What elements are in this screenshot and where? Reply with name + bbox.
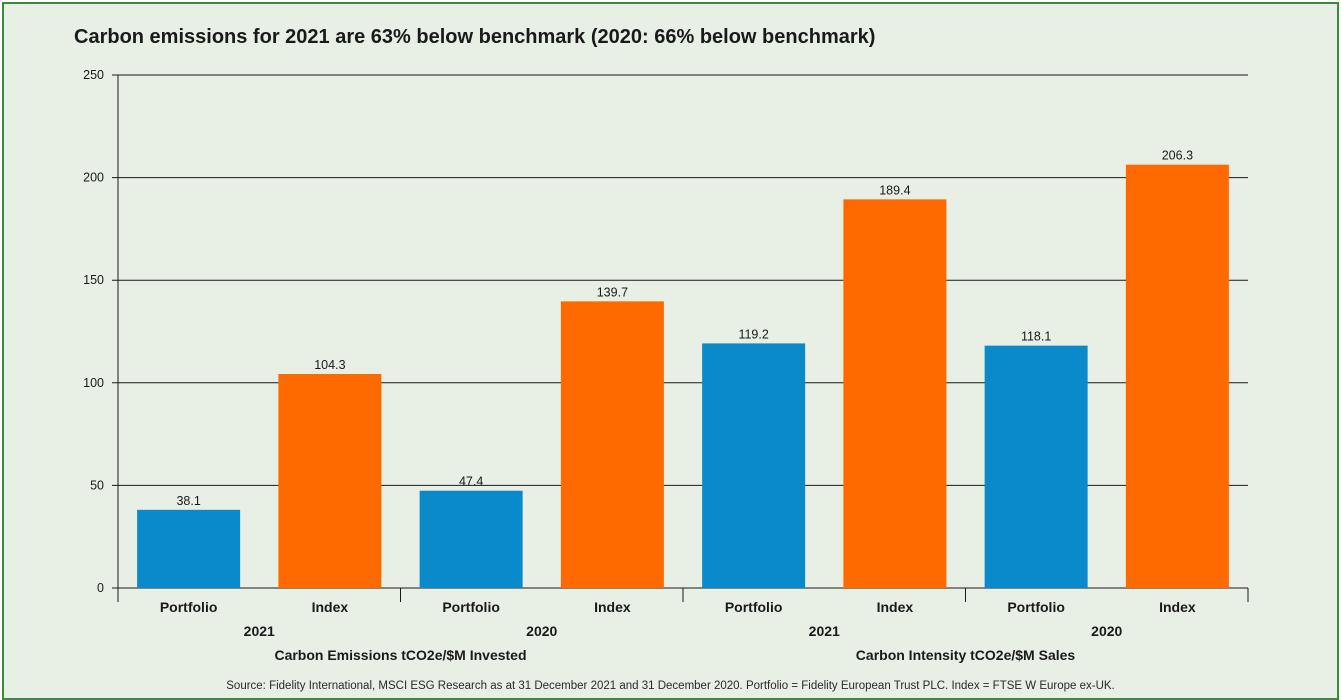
bar [560,301,664,588]
data-label: 38.1 [176,494,200,508]
bar [702,343,806,588]
data-label: 139.7 [597,285,628,299]
data-label: 104.3 [314,358,345,372]
metric-group-label: Carbon Emissions tCO2e/$M Invested [274,647,526,663]
x-tick-label: Index [877,599,914,615]
bar [984,345,1088,588]
data-label: 47.4 [459,475,483,489]
y-tick-label: 150 [83,273,104,287]
x-tick-label: Portfolio [725,599,783,615]
bar [137,509,241,588]
bar [1125,164,1229,588]
metric-group-label: Carbon Intensity tCO2e/$M Sales [856,647,1076,663]
x-tick-label: Portfolio [1007,599,1065,615]
year-group-label: 2020 [1091,623,1122,639]
y-tick-label: 100 [83,376,104,390]
y-tick-label: 200 [83,171,104,185]
x-tick-label: Portfolio [160,599,218,615]
x-tick-label: Index [1159,599,1196,615]
year-group-label: 2021 [244,623,275,639]
data-label: 189.4 [879,183,910,197]
bar [419,490,523,588]
data-label: 119.2 [738,327,768,341]
y-tick-label: 0 [97,581,104,595]
data-label: 206.3 [1162,149,1193,163]
x-tick-label: Portfolio [442,599,500,615]
y-tick-label: 50 [90,478,104,492]
chart-title: Carbon emissions for 2021 are 63% below … [74,26,876,48]
x-tick-label: Index [594,599,631,615]
bar-chart: 0 50 100 150 200 250 38.1 Portfolio 104.3 Index 47… [83,68,1249,663]
x-tick-label: Index [312,599,349,615]
bar [278,373,382,588]
y-tick-label: 250 [83,68,104,82]
data-label: 118.1 [1021,330,1051,344]
bar [843,199,947,588]
year-group-label: 2021 [809,623,840,639]
source-note: Source: Fidelity International, MSCI ESG… [226,680,1115,692]
year-group-label: 2020 [526,623,557,639]
